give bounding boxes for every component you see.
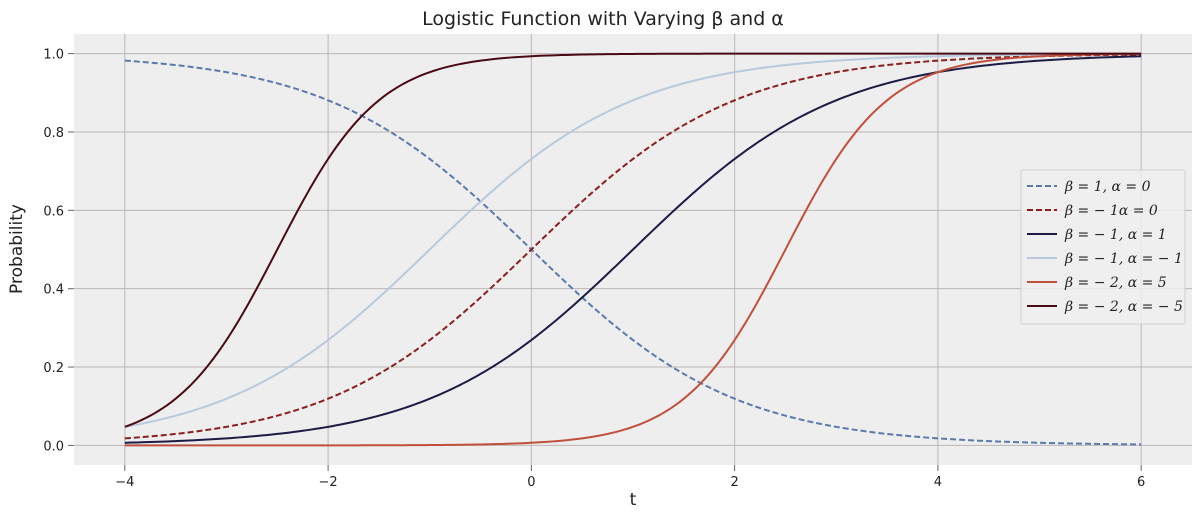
legend-label: β = − 1α = 0 (1064, 203, 1158, 219)
y-tick-label: 0.2 (43, 361, 64, 376)
series-lines (124, 52, 1142, 447)
series-line-5 (124, 52, 1142, 447)
legend-frame (1020, 169, 1186, 325)
legend-label: β = − 2, α = 5 (1064, 275, 1167, 291)
y-tick-label: 0.8 (43, 126, 64, 141)
x-axis-label: t (630, 490, 637, 510)
series-line-1 (124, 59, 1142, 446)
x-tick-label: 0 (527, 475, 535, 490)
y-axis-label: Probability (7, 204, 27, 294)
legend-label: β = − 2, α = − 5 (1064, 299, 1183, 315)
x-tick-label: 6 (1137, 475, 1145, 490)
series-line-3 (124, 55, 1142, 444)
x-tick-label: 2 (730, 475, 738, 490)
y-tick-label: 0.6 (43, 204, 64, 219)
legend-label: β = 1, α = 0 (1064, 179, 1151, 195)
axis-ticks: −4 −2 0 2 4 6 0.0 0.2 0.4 0.6 0.8 1.0 (43, 48, 1145, 490)
chart-title: Logistic Function with Varying β and α (422, 8, 784, 30)
series-line-6 (124, 52, 1142, 428)
x-tick-label: −4 (115, 475, 134, 490)
y-tick-label: 0.0 (43, 439, 64, 454)
legend-label: β = − 1, α = 1 (1064, 227, 1167, 243)
y-tick-label: 0.4 (43, 283, 64, 298)
x-tick-label: −2 (319, 475, 338, 490)
grid-lines (74, 34, 1192, 465)
series-line-4 (124, 52, 1142, 428)
series-line-2 (124, 53, 1142, 440)
y-tick-label: 1.0 (43, 48, 64, 63)
legend-label: β = − 1, α = − 1 (1064, 251, 1183, 267)
legend: β = 1, α = 0 β = − 1α = 0 β = − 1, α = 1 β … (1020, 169, 1186, 325)
x-tick-label: 4 (934, 475, 942, 490)
